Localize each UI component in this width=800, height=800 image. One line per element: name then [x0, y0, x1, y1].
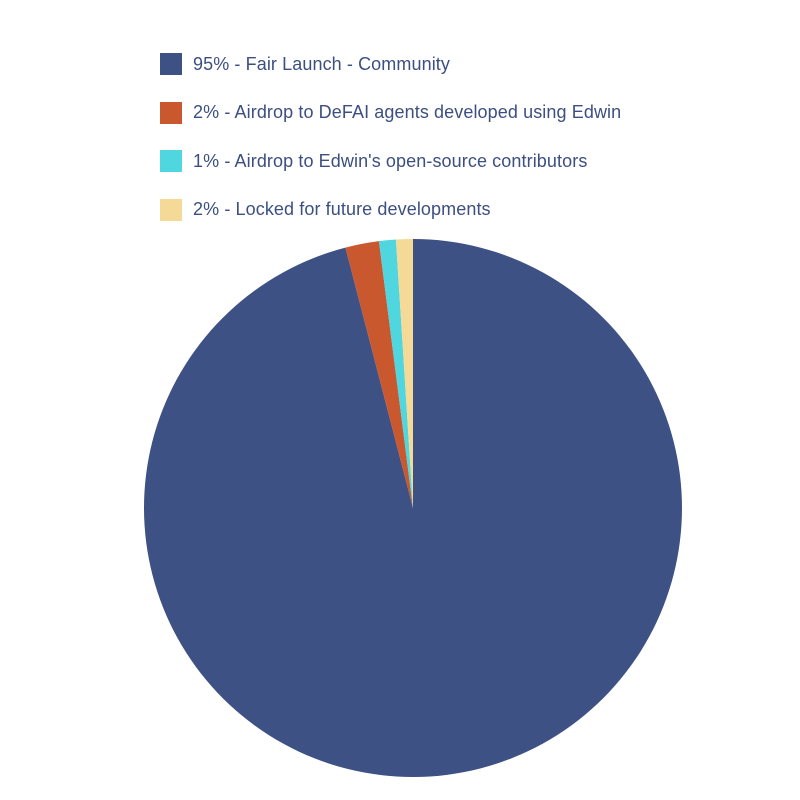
- legend-label-locked: 2% - Locked for future developments: [193, 199, 491, 219]
- legend-item-defai-airdrop: 2% - Airdrop to DeFAI agents developed u…: [160, 101, 621, 125]
- pie-slice-fair-launch: [143, 239, 682, 777]
- pie-slices: [143, 239, 682, 777]
- legend-swatch-locked: [160, 198, 182, 221]
- legend-item-locked: 2% - Locked for future developments: [160, 198, 621, 222]
- legend-item-fair-launch: 95% - Fair Launch - Community: [160, 52, 621, 76]
- legend-item-contributors-airdrop: 1% - Airdrop to Edwin's open-source cont…: [160, 149, 621, 173]
- pie-slice-contributors-airdrop: [378, 239, 413, 509]
- legend-swatch-defai-airdrop: [160, 101, 182, 124]
- legend-label-defai-airdrop: 2% - Airdrop to DeFAI agents developed u…: [193, 102, 622, 122]
- legend: 95% - Fair Launch - Community 2% - Airdr…: [160, 52, 621, 246]
- legend-label-contributors-airdrop: 1% - Airdrop to Edwin's open-source cont…: [193, 150, 588, 171]
- legend-label-fair-launch: 95% - Fair Launch - Community: [193, 53, 450, 74]
- legend-swatch-fair-launch: [160, 53, 182, 75]
- pie-slice-locked: [395, 239, 413, 508]
- legend-swatch-contributors-airdrop: [160, 150, 182, 172]
- pie-slice-defai-airdrop: [345, 241, 413, 508]
